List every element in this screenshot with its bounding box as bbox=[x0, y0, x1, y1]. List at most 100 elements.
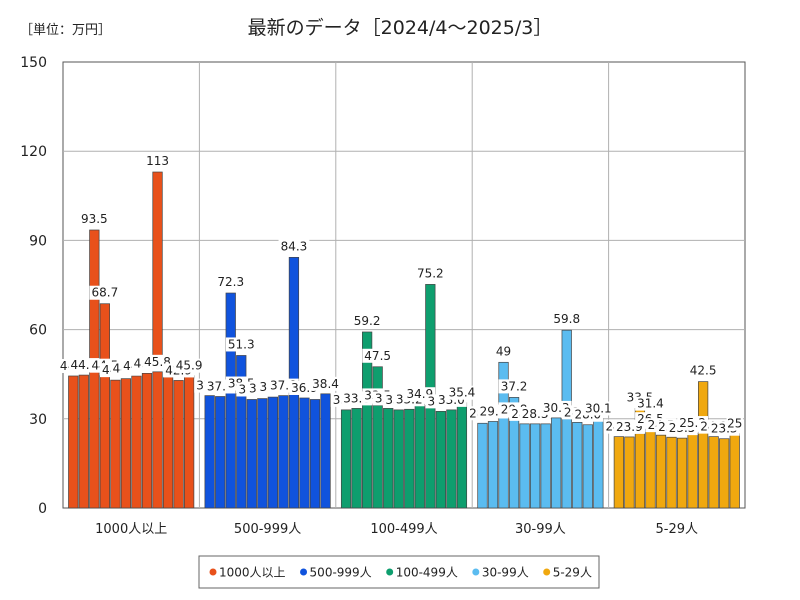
bar bbox=[320, 393, 331, 509]
bar bbox=[425, 405, 436, 509]
data-label: 51.3 bbox=[228, 337, 255, 351]
data-label-bg bbox=[582, 401, 614, 416]
bar bbox=[446, 409, 457, 509]
bar bbox=[267, 396, 278, 509]
bar bbox=[299, 397, 310, 509]
legend-item: 1000人以上 bbox=[209, 566, 286, 580]
bar bbox=[204, 395, 215, 509]
series-0: 44.444.744.544.044.444.445.345.842.945.9… bbox=[57, 154, 205, 509]
bar bbox=[152, 371, 163, 509]
bar bbox=[278, 395, 289, 509]
bar bbox=[729, 433, 740, 509]
bar bbox=[351, 408, 362, 509]
legend-marker bbox=[209, 568, 217, 576]
y-tick-label: 30 bbox=[29, 412, 47, 428]
bar bbox=[141, 372, 153, 509]
legend-label: 30-99人 bbox=[482, 566, 529, 580]
bar bbox=[572, 422, 583, 509]
data-label-bg bbox=[687, 363, 719, 378]
data-label: 37.2 bbox=[501, 379, 528, 393]
bar bbox=[519, 423, 530, 509]
bar bbox=[582, 424, 593, 509]
bar bbox=[540, 423, 551, 509]
data-label: 59.2 bbox=[354, 314, 381, 328]
bar bbox=[110, 379, 121, 509]
y-tick-label: 120 bbox=[20, 144, 47, 160]
data-label-bg bbox=[351, 313, 383, 328]
data-label-bg bbox=[498, 379, 530, 394]
data-label: 45.9 bbox=[176, 359, 203, 373]
y-tick-label: 90 bbox=[29, 233, 47, 249]
data-label-bg bbox=[635, 396, 666, 411]
legend-item: 5-29人 bbox=[543, 566, 592, 580]
bar bbox=[414, 403, 425, 509]
bar bbox=[340, 409, 352, 509]
bar bbox=[561, 418, 572, 509]
data-label-bg bbox=[173, 358, 205, 373]
bar bbox=[184, 375, 195, 509]
x-tick-label: 5-29人 bbox=[656, 522, 699, 537]
legend-label: 5-29人 bbox=[553, 566, 592, 580]
bar bbox=[435, 411, 446, 509]
data-label-bg bbox=[362, 348, 394, 363]
legend-label: 500-999人 bbox=[310, 566, 372, 580]
y-tick-label: 60 bbox=[29, 323, 47, 339]
bar bbox=[719, 438, 730, 509]
bar bbox=[99, 375, 110, 509]
bar bbox=[634, 433, 646, 509]
series-2: 33.033.633.533.533.033.234.932.533.035.4… bbox=[330, 266, 478, 509]
data-label-bg bbox=[215, 275, 247, 290]
data-label: 93.5 bbox=[81, 212, 108, 226]
data-label: 47.5 bbox=[364, 349, 391, 363]
bar bbox=[393, 409, 404, 509]
x-tick-label: 500-999人 bbox=[234, 522, 301, 537]
chart-title: 最新のデータ［2024/4～2025/3］ bbox=[248, 17, 553, 39]
legend-item: 500-999人 bbox=[300, 566, 372, 580]
data-label: 25 bbox=[727, 417, 742, 431]
x-tick-label: 100-499人 bbox=[370, 522, 437, 537]
bar bbox=[89, 370, 100, 509]
bar bbox=[456, 402, 468, 509]
series-4: 24.023.926.524.523.823.525.224.023.32533… bbox=[603, 363, 743, 509]
data-label: 30.1 bbox=[585, 402, 612, 416]
data-label-bg bbox=[495, 344, 512, 359]
bar bbox=[655, 434, 667, 509]
bar bbox=[698, 431, 709, 509]
bar bbox=[676, 437, 688, 509]
bar bbox=[362, 403, 373, 509]
bar-peak bbox=[425, 284, 436, 398]
bar bbox=[383, 408, 394, 509]
legend-item: 100-499人 bbox=[386, 566, 458, 580]
bar bbox=[666, 436, 677, 509]
series-3: 28.529.129.828.328.330.328.828.030.14937… bbox=[467, 312, 614, 509]
bar bbox=[624, 436, 635, 509]
data-label-bg bbox=[551, 312, 583, 327]
data-label: 75.2 bbox=[417, 266, 444, 280]
legend-label: 100-499人 bbox=[396, 566, 458, 580]
bar bbox=[372, 405, 383, 509]
bar-peak bbox=[561, 329, 572, 412]
data-label-bg bbox=[145, 154, 170, 169]
bar-peak bbox=[152, 171, 163, 365]
bar bbox=[120, 378, 132, 509]
bar bbox=[236, 393, 247, 509]
bar bbox=[498, 416, 509, 509]
data-label-bg bbox=[278, 239, 310, 254]
data-label-bg bbox=[446, 385, 478, 400]
legend-label: 1000人以上 bbox=[219, 566, 286, 580]
data-label: 38.4 bbox=[312, 377, 339, 391]
bar-peak bbox=[288, 256, 300, 383]
bar bbox=[508, 419, 520, 509]
legend-item: 30-99人 bbox=[472, 566, 529, 580]
x-tick-label: 30-99人 bbox=[515, 522, 566, 537]
bar bbox=[708, 436, 719, 509]
data-label: 42.5 bbox=[690, 364, 717, 378]
bar bbox=[257, 398, 268, 509]
data-label: 113 bbox=[146, 154, 169, 168]
legend-marker bbox=[472, 568, 480, 576]
bar bbox=[288, 390, 300, 509]
legend-marker bbox=[386, 568, 394, 576]
data-label: 84.3 bbox=[281, 239, 308, 253]
legend-marker bbox=[300, 568, 308, 576]
